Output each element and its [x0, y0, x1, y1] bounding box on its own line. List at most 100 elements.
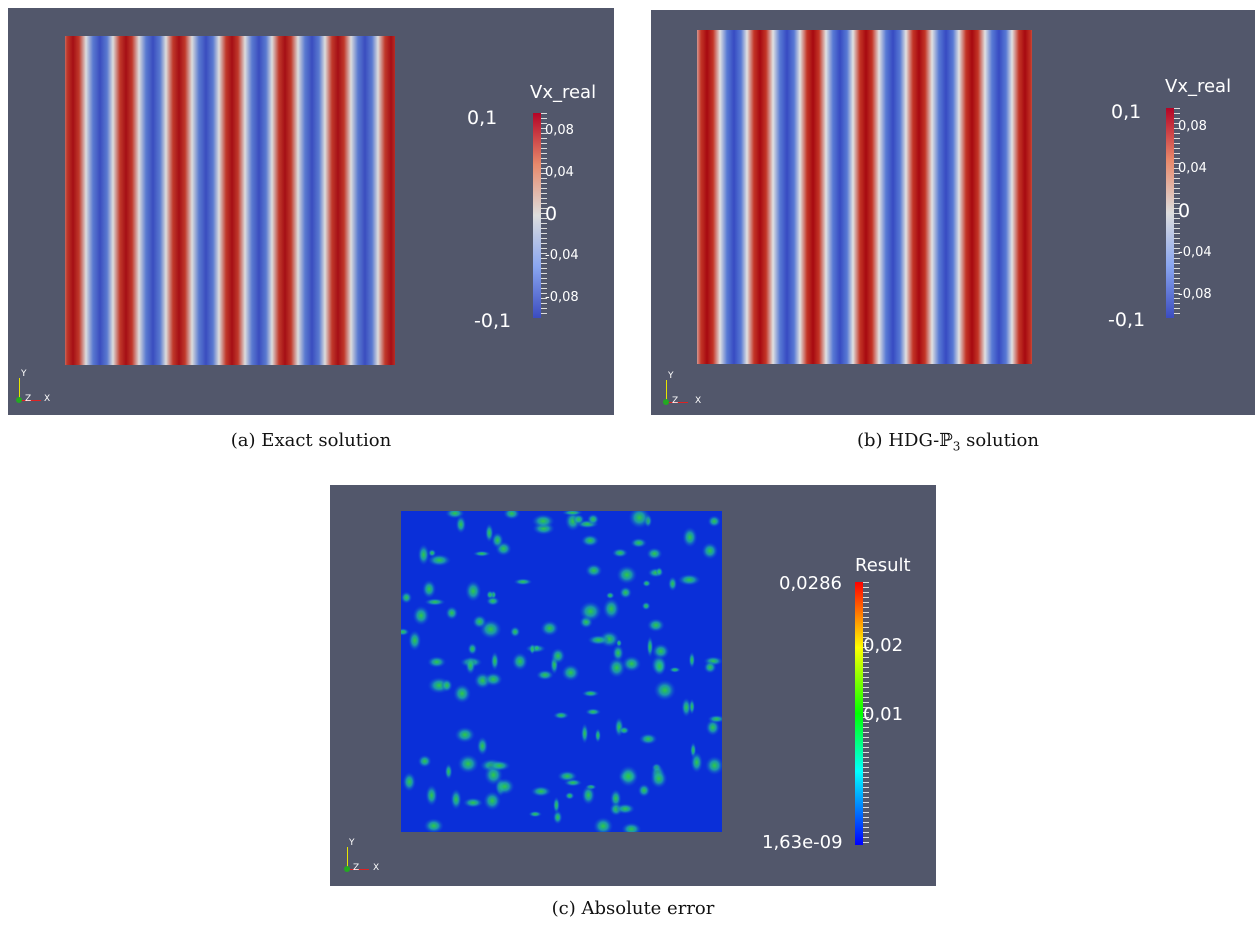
axis-label: Z — [25, 394, 32, 404]
error-blob — [703, 660, 717, 674]
legend-label: 0,08 — [1178, 119, 1207, 134]
axis-z — [16, 397, 22, 403]
axis-y — [19, 378, 20, 400]
caption-text-after: solution — [960, 430, 1039, 451]
error-blob — [540, 620, 559, 637]
axis-label: Y — [349, 838, 355, 848]
legend-label: 0,0286 — [779, 573, 842, 594]
error-blob — [619, 586, 632, 599]
error-blob — [427, 554, 452, 567]
caption-text: Exact solution — [261, 430, 392, 451]
render-panel: Vx_real 0,1 0,08 0,04 0 -0,04 -0,08 -0,1… — [651, 10, 1255, 415]
caption-label: (a) — [230, 430, 256, 451]
error-blob — [444, 763, 453, 780]
error-blob — [483, 672, 503, 687]
legend-label: -0,04 — [545, 248, 579, 263]
legend-label: -0,1 — [474, 310, 512, 332]
error-blob — [705, 719, 721, 736]
error-blob — [476, 736, 489, 756]
error-blob — [491, 532, 504, 549]
legend-label: 0,08 — [545, 123, 574, 138]
axis-x — [347, 869, 369, 870]
error-blob — [602, 597, 620, 620]
error-blob — [564, 791, 575, 800]
legend-label: -0,1 — [1108, 309, 1146, 331]
error-blob — [552, 796, 560, 814]
error-blob — [450, 788, 462, 810]
error-blob — [646, 635, 654, 658]
error-blob — [472, 550, 491, 557]
error-blob — [557, 770, 578, 782]
axis-label: X — [695, 396, 702, 406]
error-blob — [494, 777, 515, 796]
error-blob — [705, 755, 722, 776]
error-blob — [605, 591, 615, 600]
color-bar-ticks — [541, 113, 547, 318]
caption-label: (b) — [857, 430, 883, 451]
error-blob — [511, 652, 528, 671]
field-image — [697, 30, 1032, 364]
error-blob — [580, 534, 600, 547]
color-bar-ticks — [863, 582, 869, 845]
error-blob — [486, 590, 494, 600]
error-blob — [533, 644, 541, 652]
render-panel: Vx_real 0,1 0,08 0,04 0 -0,04 -0,08 -0,1… — [8, 8, 614, 415]
legend-label: 0,02 — [863, 635, 904, 656]
axis-label: Y — [668, 371, 674, 381]
error-blob — [445, 511, 465, 519]
legend-label: -0,04 — [1178, 245, 1212, 260]
color-bar — [533, 113, 541, 318]
legend-label: 0,1 — [1111, 101, 1142, 123]
error-blob — [424, 598, 446, 606]
error-blob — [585, 708, 602, 716]
error-blob — [653, 656, 667, 676]
error-blob — [483, 791, 502, 811]
error-blob — [637, 783, 651, 798]
error-blob — [441, 678, 453, 693]
error-blob — [453, 683, 472, 704]
error-blob — [593, 816, 614, 832]
legend-label: 1,63e-09 — [762, 832, 843, 853]
caption-text: HDG-ℙ — [888, 430, 953, 451]
legend-title: Vx_real — [530, 82, 597, 103]
axis-label: X — [44, 394, 51, 404]
error-blob — [509, 626, 521, 638]
error-blob — [618, 765, 639, 788]
error-blob — [594, 728, 602, 743]
error-blob — [513, 578, 533, 586]
error-blob — [628, 511, 651, 529]
error-blob — [677, 573, 701, 586]
error-blob — [641, 601, 651, 611]
error-blob — [401, 628, 410, 636]
legend-label: 0,04 — [1178, 161, 1207, 176]
caption: (c) Absolute error — [552, 898, 715, 919]
error-blob — [457, 754, 479, 774]
error-blob — [550, 647, 566, 665]
error-blob — [417, 543, 430, 566]
error-blob — [503, 511, 521, 520]
color-bar — [855, 582, 863, 845]
error-blob — [553, 711, 570, 720]
error-blob — [701, 542, 719, 560]
caption-text: Absolute error — [581, 898, 715, 919]
error-blob — [454, 726, 476, 743]
error-blob — [465, 580, 482, 602]
caption: (a) Exact solution — [231, 430, 391, 451]
field-image — [401, 511, 722, 832]
error-blob — [465, 656, 476, 675]
error-blob — [528, 810, 543, 818]
axis-x — [666, 402, 688, 403]
error-blob — [422, 579, 437, 599]
error-blob — [646, 618, 665, 633]
error-blob — [579, 601, 602, 622]
caption-subscript: 3 — [952, 439, 961, 454]
error-blob — [581, 785, 596, 806]
error-blob — [650, 769, 668, 789]
error-blob — [707, 515, 721, 528]
error-blob — [616, 565, 638, 585]
legend-label: 0 — [545, 203, 558, 225]
caption: (b) HDG-ℙ3 solution — [857, 430, 1039, 454]
error-blob — [612, 644, 624, 662]
legend-label: 0 — [1178, 200, 1191, 222]
